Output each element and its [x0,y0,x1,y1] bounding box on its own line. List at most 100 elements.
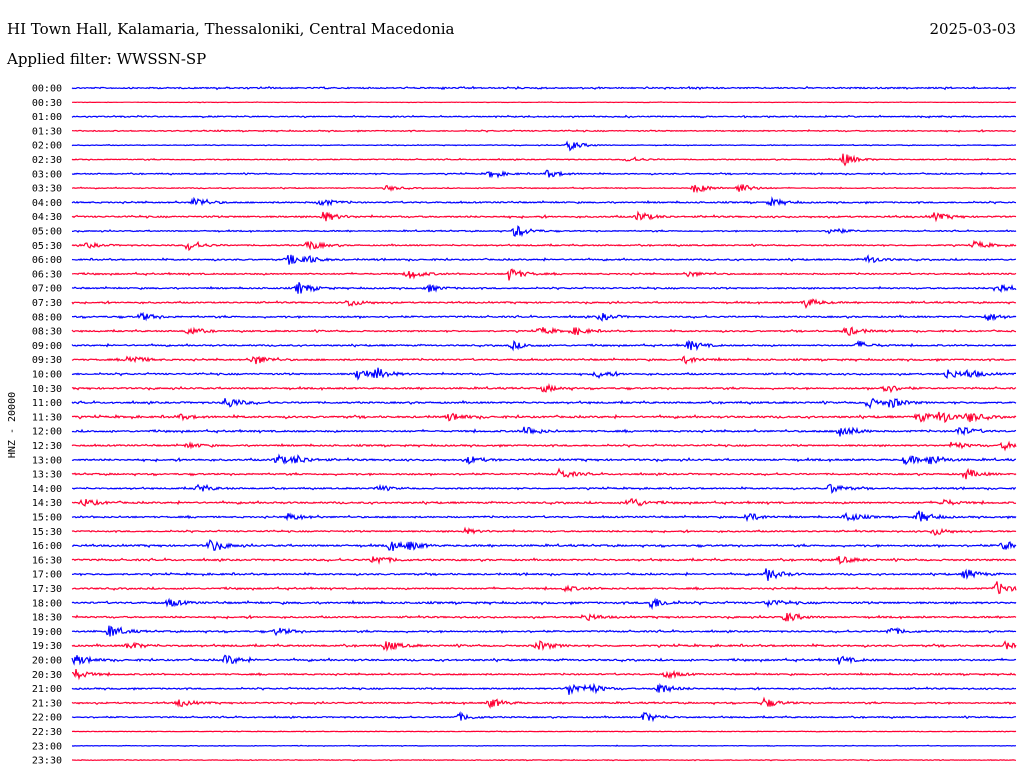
time-label: 08:30 [32,327,62,338]
trace-line-1930 [71,640,1017,652]
time-label: 03:00 [32,169,62,180]
trace-line-1000 [71,367,1016,381]
trace-line-0830 [71,326,1017,336]
trace-line-0500 [72,225,1017,238]
trace-line-0530 [71,239,1017,252]
time-label: 23:30 [32,756,62,767]
time-label: 12:30 [32,441,62,452]
time-label: 10:00 [32,370,62,381]
time-label: 15:30 [32,527,62,538]
time-label: 00:00 [32,84,62,95]
trace-line-1330 [71,467,1017,480]
time-label: 18:30 [32,613,62,624]
time-label: 07:30 [32,298,62,309]
time-label: 01:00 [32,112,62,123]
trace-line-1100 [71,397,1017,410]
time-label: 22:00 [32,713,62,724]
time-label: 07:00 [32,284,62,295]
time-label: 20:30 [32,670,62,681]
time-label: 05:30 [32,241,62,252]
time-label: 19:00 [32,627,62,638]
time-label: 05:00 [32,227,62,238]
time-label: 21:00 [32,684,62,695]
time-label: 14:00 [32,484,62,495]
trace-line-0230 [71,153,1017,167]
trace-line-1700 [71,568,1017,581]
time-label: 14:30 [32,498,62,509]
trace-line-1430 [71,498,1017,507]
trace-line-1730 [71,581,1017,595]
time-label: 16:30 [32,555,62,566]
time-label: 17:00 [32,570,62,581]
trace-line-2130 [71,696,1017,709]
trace-line-0430 [71,210,1017,223]
trace-line-0100 [71,114,1017,119]
trace-line-2300 [71,744,1017,747]
trace-line-1830 [72,612,1017,622]
trace-line-2330 [72,758,1017,762]
trace-line-2000 [71,654,1017,666]
time-label: 11:30 [32,412,62,423]
trace-line-0200 [71,140,1016,152]
time-label: 12:00 [32,427,62,438]
trace-line-0130 [71,128,1017,133]
time-label: 18:00 [32,598,62,609]
channel-label: HNZ - 20000 [7,392,18,458]
trace-line-0700 [71,282,1017,294]
trace-line-0630 [71,268,1017,281]
trace-line-2200 [71,710,1017,723]
time-label: 04:00 [32,198,62,209]
trace-line-1030 [71,382,1017,394]
time-label: 21:30 [32,698,62,709]
time-label: 06:00 [32,255,62,266]
time-label: 11:00 [32,398,62,409]
trace-line-1200 [71,426,1017,437]
trace-line-1900 [71,625,1017,637]
trace-line-1600 [71,539,1017,552]
trace-rows: 00:00 00:30 01:00 01:30 02:00 02:30 03:00 03:30… [32,84,1017,767]
time-label: 16:00 [32,541,62,552]
trace-line-0930 [71,355,1017,365]
trace-line-0400 [71,196,1017,207]
trace-line-0300 [71,169,1017,179]
time-label: 02:00 [32,141,62,152]
filter-label: Applied filter: WWSSN-SP [7,50,207,68]
trace-line-0000 [71,85,1017,91]
trace-line-0330 [71,183,1017,194]
time-label: 09:00 [32,341,62,352]
time-label: 15:00 [32,513,62,524]
time-label: 17:30 [32,584,62,595]
trace-line-0030 [72,101,1017,104]
trace-line-1630 [71,555,1017,565]
time-label: 20:00 [32,656,62,667]
trace-line-1400 [72,483,1017,495]
trace-line-1500 [71,510,1017,523]
trace-line-1530 [71,526,1017,536]
time-label: 08:00 [32,312,62,323]
time-label: 01:30 [32,126,62,137]
time-label: 03:30 [32,184,62,195]
date-label: 2025-03-03 [929,20,1016,38]
time-label: 13:30 [32,470,62,481]
time-label: 09:30 [32,355,62,366]
trace-line-1130 [71,411,1017,424]
trace-line-0730 [71,298,1017,309]
time-label: 06:30 [32,269,62,280]
trace-line-2230 [71,730,1017,733]
trace-line-2100 [71,682,1017,695]
trace-line-1800 [71,597,1017,611]
time-label: 04:30 [32,212,62,223]
trace-line-1300 [71,453,1017,466]
time-label: 13:00 [32,455,62,466]
trace-line-0900 [71,339,1017,352]
time-label: 00:30 [32,98,62,109]
trace-line-0600 [71,254,1017,265]
time-label: 02:30 [32,155,62,166]
time-label: 19:30 [32,641,62,652]
trace-line-0800 [72,311,1017,322]
time-label: 10:30 [32,384,62,395]
time-label: 22:30 [32,727,62,738]
trace-line-2030 [71,669,1017,681]
time-label: 23:00 [32,741,62,752]
